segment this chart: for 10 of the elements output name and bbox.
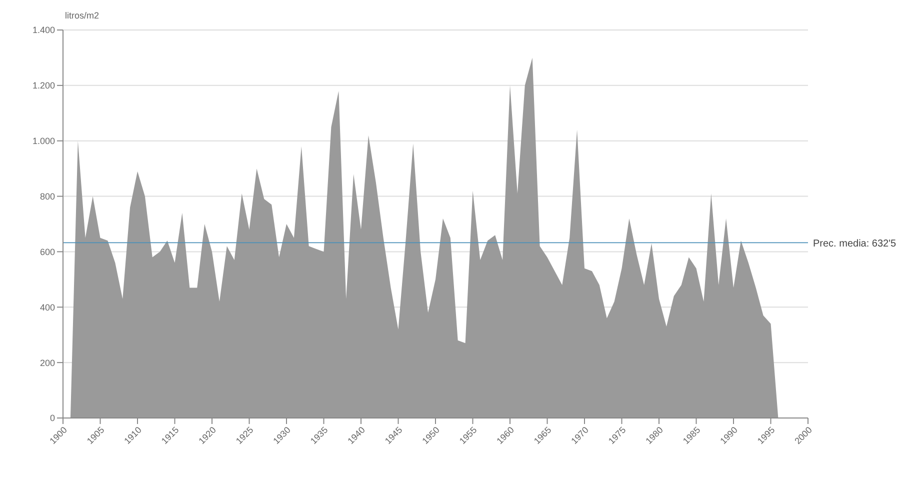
y-tick-label: 0 [50,413,55,424]
y-tick-label: 400 [40,302,55,312]
ref-line-label: Prec. media: 632'5 [813,238,897,250]
y-tick-label: 800 [40,191,55,202]
y-tick-label: 200 [40,358,55,368]
y-tick-label: 600 [40,246,55,257]
y-axis-title: litros/m2 [65,10,100,20]
y-tick-label: 1.200 [32,80,55,91]
y-tick-label: 1.400 [32,25,55,36]
y-tick-label: 1.000 [32,136,55,146]
